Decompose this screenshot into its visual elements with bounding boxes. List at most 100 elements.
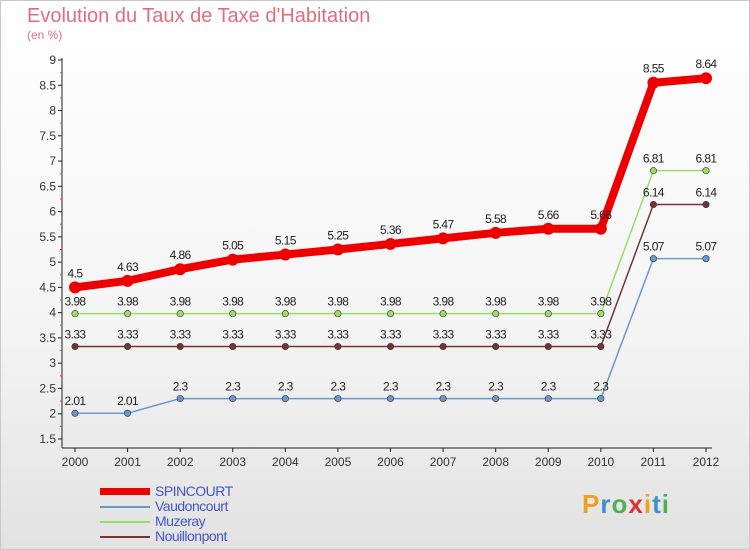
logo-letter: x — [628, 489, 644, 519]
y-tick-label: 7.5 — [39, 129, 56, 143]
logo-letter: i — [643, 489, 653, 519]
proxiti-logo: Proxiti — [582, 489, 670, 520]
legend-label: Nouillonpont — [155, 528, 227, 544]
data-label-spincourt: 5.25 — [327, 229, 349, 243]
data-label-nouillonpont: 3.33 — [590, 328, 612, 342]
data-point-nouillonpont — [229, 343, 237, 351]
x-tick-label: 2003 — [219, 455, 246, 469]
data-label-vaudoncourt: 2.3 — [541, 380, 557, 394]
data-point-spincourt — [542, 222, 555, 235]
data-label-vaudoncourt: 2.3 — [593, 380, 609, 394]
data-label-vaudoncourt: 2.3 — [436, 380, 452, 394]
x-tick-label: 2002 — [167, 455, 194, 469]
data-label-vaudoncourt: 5.07 — [643, 240, 665, 254]
legend: SPINCOURT Vaudoncourt Muzeray Nouillonpo… — [100, 484, 300, 544]
y-tick-label: 9 — [49, 53, 56, 67]
data-point-spincourt — [331, 243, 344, 256]
logo-letter: t — [652, 489, 662, 519]
data-point-vaudoncourt — [176, 395, 184, 403]
legend-swatch-spincourt — [100, 488, 150, 495]
data-point-nouillonpont — [386, 343, 394, 351]
data-point-spincourt — [594, 222, 607, 235]
data-label-vaudoncourt: 2.3 — [330, 380, 346, 394]
x-tick-label: 2001 — [114, 455, 141, 469]
data-label-spincourt: 8.55 — [643, 62, 665, 76]
data-point-spincourt — [384, 237, 397, 250]
data-label-vaudoncourt: 2.3 — [173, 380, 189, 394]
y-tick-label: 4 — [49, 306, 56, 320]
data-point-muzeray — [281, 310, 289, 318]
data-label-muzeray: 3.98 — [275, 295, 297, 309]
data-label-spincourt: 5.66 — [590, 208, 612, 222]
data-label-nouillonpont: 6.14 — [696, 186, 718, 200]
data-label-muzeray: 3.98 — [538, 295, 560, 309]
y-tick-label: 3 — [49, 356, 56, 370]
data-label-nouillonpont: 3.33 — [380, 328, 402, 342]
data-point-spincourt — [69, 281, 81, 294]
data-point-vaudoncourt — [702, 255, 710, 263]
data-label-vaudoncourt: 2.3 — [488, 380, 504, 394]
y-tick-label: 2.5 — [39, 381, 56, 395]
legend-label: SPINCOURT — [155, 483, 233, 499]
x-tick-label: 2009 — [535, 455, 562, 469]
data-point-nouillonpont — [71, 343, 79, 351]
data-label-nouillonpont: 3.33 — [327, 328, 349, 342]
data-label-nouillonpont: 3.33 — [222, 328, 244, 342]
data-label-nouillonpont: 3.33 — [65, 328, 87, 342]
y-tick-label: 8 — [49, 104, 56, 118]
data-point-vaudoncourt — [439, 395, 447, 403]
data-point-vaudoncourt — [229, 395, 237, 403]
data-point-muzeray — [124, 310, 132, 318]
data-point-spincourt — [489, 226, 502, 239]
data-label-spincourt: 8.64 — [696, 57, 718, 71]
data-label-muzeray: 3.98 — [485, 295, 507, 309]
data-label-vaudoncourt: 2.01 — [65, 394, 87, 408]
data-label-spincourt: 5.47 — [433, 217, 455, 231]
y-tick-label: 8.5 — [39, 78, 56, 92]
chart-title: Evolution du Taux de Taxe d'Habitation — [27, 5, 371, 27]
x-tick-label: 2006 — [377, 455, 404, 469]
data-point-vaudoncourt — [334, 395, 342, 403]
data-point-nouillonpont — [702, 201, 710, 209]
legend-swatch-nouillonpont — [100, 536, 150, 538]
data-point-nouillonpont — [439, 343, 447, 351]
data-point-muzeray — [702, 167, 710, 175]
data-point-spincourt — [226, 253, 239, 266]
data-label-muzeray: 3.98 — [170, 295, 192, 309]
data-point-vaudoncourt — [386, 395, 394, 403]
data-point-vaudoncourt — [71, 409, 79, 417]
data-label-spincourt: 4.63 — [117, 260, 139, 274]
data-point-vaudoncourt — [281, 395, 289, 403]
y-tick-label: 4.5 — [39, 280, 56, 294]
data-point-nouillonpont — [281, 343, 289, 351]
y-tick-label: 3.5 — [39, 331, 56, 345]
logo-letter: o — [611, 489, 629, 519]
y-tick-label: 6 — [49, 205, 56, 219]
y-tick-label: 5 — [49, 255, 56, 269]
data-point-muzeray — [544, 310, 552, 318]
data-point-nouillonpont — [597, 343, 605, 351]
data-label-muzeray: 3.98 — [117, 295, 139, 309]
y-tick-label: 5.5 — [39, 230, 56, 244]
legend-item-vaudoncourt: Vaudoncourt — [100, 499, 300, 514]
data-label-muzeray: 3.98 — [433, 295, 455, 309]
data-point-muzeray — [439, 310, 447, 318]
logo-letter: r — [600, 489, 612, 519]
legend-label: Muzeray — [155, 513, 206, 529]
data-label-muzeray: 6.81 — [643, 152, 665, 166]
data-point-muzeray — [649, 167, 657, 175]
data-point-nouillonpont — [649, 201, 657, 209]
legend-item-muzeray: Muzeray — [100, 514, 300, 529]
data-point-nouillonpont — [492, 343, 500, 351]
y-tick-label: 1.5 — [39, 432, 56, 446]
data-label-spincourt: 5.36 — [380, 223, 402, 237]
data-point-spincourt — [121, 274, 134, 287]
data-point-spincourt — [279, 248, 292, 261]
data-label-nouillonpont: 3.33 — [538, 328, 560, 342]
data-point-vaudoncourt — [649, 255, 657, 263]
legend-swatch-muzeray — [100, 521, 150, 523]
data-point-vaudoncourt — [492, 395, 500, 403]
data-point-vaudoncourt — [544, 395, 552, 403]
legend-item-spincourt: SPINCOURT — [100, 484, 300, 499]
